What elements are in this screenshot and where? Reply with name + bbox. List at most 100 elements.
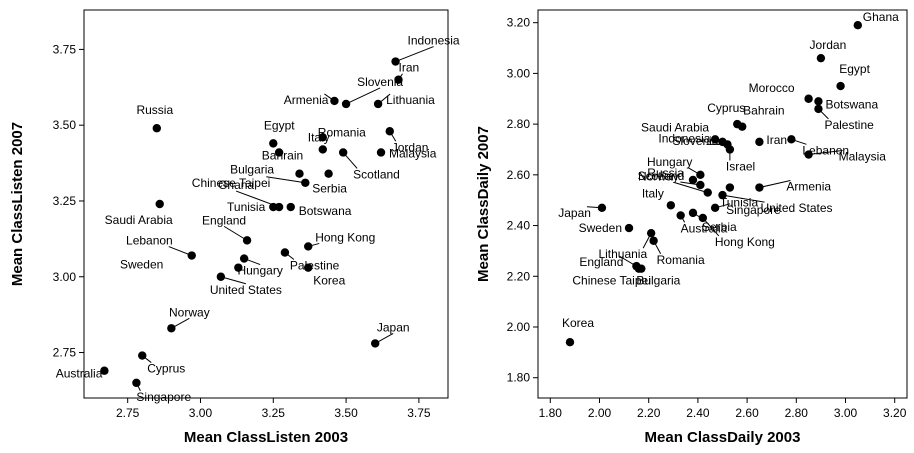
data-point: [624, 223, 634, 233]
scatter-plot-2: 1.80 2.00 2.20 2.40 2.60 2.80 3.00 3.20 1.80 2.00…: [475, 9, 908, 446]
data-point: [676, 211, 685, 220]
data-point: [318, 145, 327, 154]
point-label: Romania: [657, 253, 705, 267]
data-point: [804, 94, 813, 103]
x-tick-label: 3.20: [883, 406, 907, 420]
data-point: [755, 183, 764, 192]
data-point: [373, 99, 383, 109]
data-point: [718, 190, 727, 200]
leader-line: [220, 276, 246, 285]
leader-line: [345, 87, 381, 105]
point-label: Italy: [642, 186, 664, 200]
data-point: [216, 272, 226, 281]
data-point: [371, 339, 380, 348]
data-point: [385, 127, 394, 136]
point-label: Italy: [308, 130, 330, 144]
point-label: Armenia: [786, 180, 831, 194]
point-label: Lithuania: [386, 93, 435, 107]
y-tick-label: 3.00: [507, 66, 531, 80]
point-label: United States: [210, 283, 282, 297]
data-point: [816, 53, 826, 63]
point-label: Norway: [169, 305, 210, 319]
data-point: [725, 183, 735, 192]
point-label: Saudi Arabia: [641, 120, 709, 134]
point-label: Indonesia: [658, 131, 710, 145]
data-point: [688, 208, 698, 218]
data-point: [155, 199, 164, 209]
point-label: Bahrain: [743, 104, 784, 118]
leader-line: [808, 150, 843, 156]
point-label: Tunisia: [227, 200, 266, 214]
point-label: Saudi Arabia: [105, 213, 173, 227]
point-label: Chinese Taipei: [192, 176, 271, 190]
point-label: Singapore: [726, 203, 781, 217]
data-point: [304, 263, 313, 272]
leader-line: [235, 190, 280, 208]
data-point: [637, 264, 646, 273]
leader-line: [266, 176, 306, 184]
point-label: Indonesia: [408, 34, 460, 48]
y-tick-label: 3.50: [53, 118, 77, 132]
data-point: [646, 228, 656, 238]
data-point: [814, 97, 823, 106]
x-tick-label: 2.20: [637, 406, 661, 420]
data-point: [274, 148, 284, 157]
point-label: Iran: [398, 61, 419, 75]
data-point: [696, 170, 705, 180]
data-point: [597, 203, 607, 213]
data-point: [688, 175, 698, 185]
point-label: Sweden: [579, 221, 622, 235]
data-point: [698, 213, 708, 223]
y-tick-label: 3.75: [53, 42, 77, 56]
data-point: [280, 248, 290, 257]
data-point: [814, 104, 823, 114]
y-tick-label: 3.25: [53, 194, 77, 208]
data-point: [324, 169, 333, 178]
data-point: [132, 378, 141, 388]
point-label: Egypt: [264, 118, 295, 132]
point-label: Palestine: [290, 259, 340, 273]
data-point: [696, 180, 705, 190]
data-point: [242, 236, 252, 245]
plot-frame: [83, 9, 449, 399]
data-point: [274, 202, 284, 212]
point-label: Cyprus: [147, 362, 185, 376]
point-label: Bulgaria: [636, 274, 680, 288]
point-label: Sweden: [120, 258, 163, 272]
data-point: [269, 202, 278, 212]
point-label: Russia: [647, 166, 684, 180]
point-label: Russia: [136, 103, 173, 117]
x-axis-title: Mean ClassDaily 2003: [645, 429, 801, 446]
point-label: Serbia: [702, 220, 737, 234]
point-label: Romania: [318, 125, 366, 139]
point-label: Ghana: [218, 178, 254, 192]
x-tick-label: 3.75: [407, 406, 431, 420]
point-label: Malaysia: [839, 150, 887, 164]
point-label: Morocco: [749, 81, 795, 95]
data-point: [391, 57, 400, 66]
point-label: Bahrain: [262, 149, 303, 163]
data-point: [138, 351, 147, 360]
point-label: Cyprus: [707, 101, 745, 115]
data-point: [301, 178, 310, 187]
point-label: Japan: [377, 320, 410, 334]
data-point: [804, 150, 813, 159]
point-label: Malaysia: [389, 146, 437, 160]
y-axis-title: Mean ClassListen 2007: [9, 122, 26, 286]
data-point: [341, 99, 351, 109]
x-tick-label: 2.80: [785, 406, 809, 420]
point-label: Egypt: [839, 62, 870, 76]
data-point: [666, 201, 676, 210]
leader-line: [674, 182, 708, 194]
scatter-plot-1: 2.75 3.00 3.25 3.50 3.75 2.75 3.00 3.25 3.50 3.75…: [9, 9, 460, 446]
point-label: Ghana: [863, 10, 899, 24]
point-label: Korea: [562, 316, 594, 330]
data-point: [394, 75, 403, 84]
data-point: [167, 324, 176, 333]
point-label: Chinese Taipei: [572, 274, 651, 288]
point-label: England: [202, 213, 246, 227]
y-axis-title: Mean ClassDaily 2007: [475, 126, 492, 282]
point-label: Jordan: [392, 140, 429, 154]
